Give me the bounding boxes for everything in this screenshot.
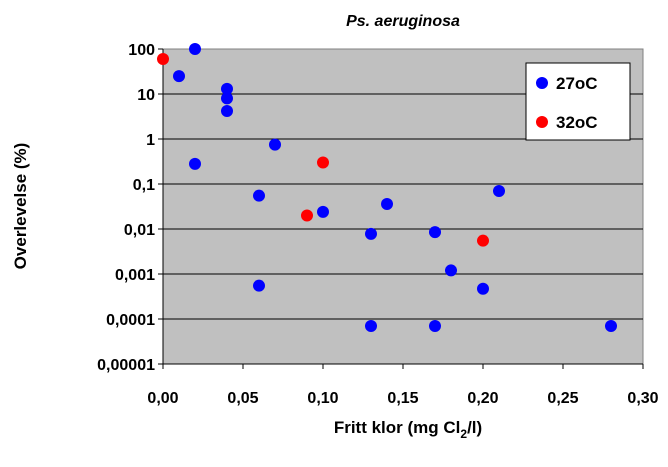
data-point-series-1 — [477, 234, 489, 247]
x-axis-label: Fritt klor (mg Cl2/l) — [334, 418, 482, 441]
x-tick-label: 0,20 — [467, 390, 498, 407]
data-point-series-1 — [157, 52, 169, 65]
x-axis-label-subscript: 2 — [460, 427, 467, 441]
data-point-series-1 — [317, 156, 329, 169]
legend-label-32oc: 32oC — [556, 113, 598, 132]
data-point-series-0 — [317, 205, 329, 218]
data-point-series-0 — [429, 226, 441, 239]
data-points — [157, 43, 617, 332]
y-axis-label: Overlevelse (%) — [11, 143, 30, 270]
x-tick-label: 0,15 — [387, 390, 418, 407]
data-point-series-0 — [221, 104, 233, 117]
y-tick-label: 100 — [128, 42, 155, 59]
y-tick-label: 0,0001 — [106, 312, 155, 329]
legend: 27oC 32oC — [525, 62, 631, 141]
data-point-series-0 — [189, 157, 201, 170]
data-point-series-1 — [301, 209, 313, 222]
y-tick-label: 10 — [137, 87, 155, 104]
x-tick-label: 0,05 — [227, 390, 258, 407]
x-tick-label: 0,25 — [547, 390, 578, 407]
data-point-series-0 — [221, 92, 233, 105]
x-axis-label-main: Fritt klor (mg Cl — [334, 418, 461, 437]
y-axis-ticks: 100 10 1 0,1 0,01 0,001 0,0001 0,00001 — [97, 42, 163, 374]
data-point-series-0 — [365, 227, 377, 240]
chart-title: Ps. aeruginosa — [346, 13, 460, 30]
y-tick-label: 0,01 — [124, 222, 155, 239]
legend-marker-27oc — [536, 77, 548, 89]
data-point-series-0 — [221, 82, 233, 95]
data-point-series-0 — [605, 319, 617, 332]
data-point-series-0 — [365, 319, 377, 332]
legend-marker-32oc — [536, 116, 548, 128]
x-axis-label-tail: /l) — [467, 418, 482, 437]
data-point-series-0 — [253, 189, 265, 202]
x-tick-label: 0,00 — [147, 390, 178, 407]
data-point-series-0 — [445, 264, 457, 277]
y-tick-label: 0,1 — [133, 177, 155, 194]
y-tick-label: 1 — [146, 132, 155, 149]
y-tick-label: 0,00001 — [97, 357, 155, 374]
x-tick-label: 0,30 — [627, 390, 658, 407]
data-point-series-0 — [429, 319, 441, 332]
data-point-series-0 — [189, 43, 201, 55]
data-point-series-0 — [381, 197, 393, 210]
data-point-series-0 — [173, 70, 185, 83]
x-axis-ticks: 0,00 0,05 0,10 0,15 0,20 0,25 0,30 — [147, 364, 659, 407]
data-point-series-0 — [477, 282, 489, 295]
data-point-series-0 — [269, 138, 281, 151]
data-point-series-0 — [493, 184, 505, 197]
data-point-series-0 — [253, 279, 265, 292]
legend-label-27oc: 27oC — [556, 74, 598, 93]
y-tick-label: 0,001 — [115, 267, 155, 284]
x-tick-label: 0,10 — [307, 390, 338, 407]
